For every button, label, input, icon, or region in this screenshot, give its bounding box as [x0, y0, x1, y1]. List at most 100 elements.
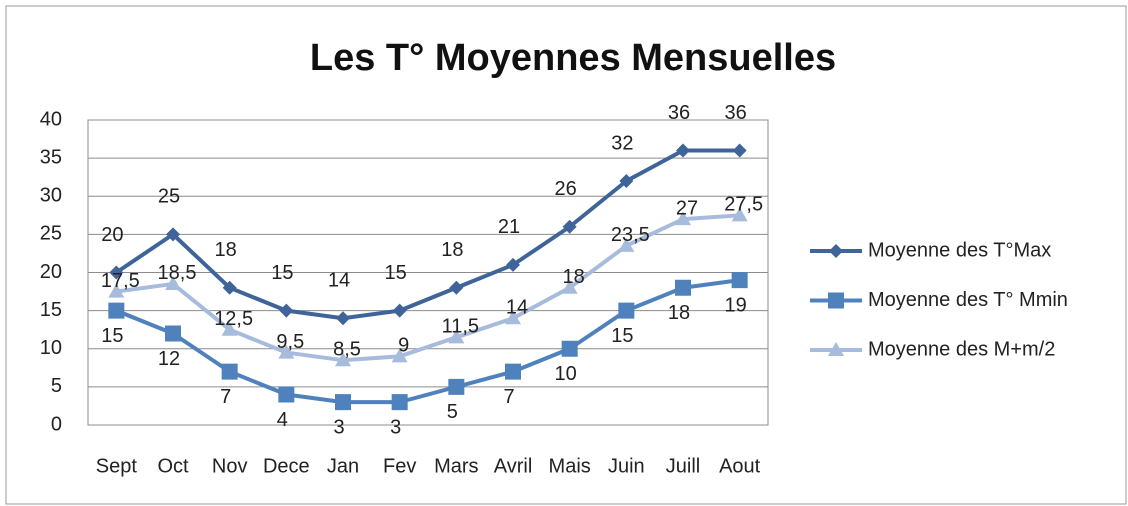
data-label: 3 [390, 416, 401, 438]
data-label: 7 [503, 386, 514, 408]
data-label: 4 [277, 409, 288, 431]
data-label: 23,5 [611, 224, 650, 246]
data-label: 9 [398, 335, 409, 357]
data-label: 18,5 [158, 262, 197, 284]
data-label: 26 [555, 178, 577, 200]
data-label: 36 [725, 102, 747, 124]
data-label: 27,5 [724, 194, 763, 216]
y-tick-label: 5 [51, 375, 62, 397]
marker [335, 352, 351, 367]
data-label: 18 [441, 239, 463, 261]
marker [505, 310, 521, 325]
y-tick-label: 15 [40, 299, 62, 321]
y-tick-label: 25 [40, 223, 62, 245]
marker [828, 342, 844, 356]
data-label: 27 [676, 197, 698, 219]
legend-label: Moyenne des T° Mmin [868, 289, 1068, 311]
series-line [116, 213, 740, 363]
marker [221, 363, 238, 380]
marker [731, 207, 748, 222]
data-label: 8,5 [333, 338, 361, 360]
x-tick-label: Juin [608, 455, 645, 477]
y-tick-label: 30 [40, 185, 62, 207]
marker [279, 303, 294, 318]
data-label: 15 [101, 325, 123, 347]
series-line [115, 278, 740, 405]
data-label: 12 [158, 348, 180, 370]
marker [618, 302, 635, 319]
data-label: 32 [611, 132, 633, 154]
marker [108, 283, 125, 298]
data-label: 18 [563, 266, 585, 288]
x-tick-label: Mais [549, 455, 591, 477]
plot-area [87, 119, 769, 426]
data-label: 36 [668, 102, 690, 124]
legend-label: Moyenne des T°Max [868, 239, 1051, 261]
data-label: 17,5 [101, 270, 140, 292]
data-label: 3 [333, 416, 344, 438]
marker [561, 340, 578, 357]
data-label: 7 [220, 386, 231, 408]
marker [109, 265, 124, 280]
chart-title: Les T° Moyennes Mensuelles [310, 37, 836, 79]
marker [506, 257, 520, 272]
x-tick-label: Nov [212, 455, 248, 477]
marker [336, 311, 350, 326]
marker [675, 211, 691, 226]
series-line [115, 148, 740, 321]
marker [619, 174, 634, 188]
data-label: 10 [555, 363, 577, 385]
x-tick-label: Aout [719, 455, 761, 477]
data-label: 20 [101, 224, 123, 246]
marker [505, 363, 521, 380]
x-tick-label: Oct [157, 455, 189, 477]
x-tick-label: Juill [666, 455, 700, 477]
x-tick-label: Mars [434, 455, 478, 477]
y-tick-label: 40 [40, 108, 62, 130]
data-label: 14 [328, 270, 350, 292]
marker [278, 386, 295, 403]
marker [165, 325, 181, 342]
marker [222, 280, 237, 295]
data-label: 21 [498, 216, 520, 238]
marker [108, 302, 125, 319]
x-tick-label: Fev [383, 455, 416, 477]
data-label: 5 [447, 401, 458, 423]
x-tick-label: Dece [263, 455, 310, 477]
y-tick-label: 35 [40, 146, 62, 168]
x-tick-label: Avril [494, 455, 533, 477]
data-label: 14 [506, 297, 528, 319]
marker [165, 275, 181, 290]
marker [618, 237, 635, 252]
marker [278, 344, 295, 359]
marker [562, 219, 577, 234]
data-label: 18 [215, 239, 237, 261]
data-label: 15 [385, 262, 407, 284]
x-tick-label: Sept [96, 455, 138, 477]
marker [335, 394, 351, 411]
data-label: 12,5 [214, 308, 253, 330]
marker [448, 329, 465, 344]
data-label: 18 [668, 302, 690, 324]
marker [392, 303, 407, 318]
data-label: 25 [158, 186, 180, 208]
marker [561, 279, 578, 294]
marker [731, 272, 748, 289]
marker [391, 394, 408, 411]
marker [449, 280, 464, 295]
marker [676, 143, 690, 158]
data-label: 11,5 [442, 316, 479, 338]
data-label: 15 [271, 262, 293, 284]
data-label: 15 [611, 325, 633, 347]
y-tick-label: 10 [40, 337, 62, 359]
marker [166, 227, 180, 242]
x-tick-label: Jan [327, 455, 359, 477]
y-tick-label: 0 [51, 413, 62, 435]
marker [221, 321, 238, 336]
legend-label: Moyenne des M+m/2 [868, 338, 1055, 360]
marker [448, 378, 465, 395]
data-label: 9,5 [276, 331, 304, 353]
marker [829, 244, 843, 258]
marker [391, 348, 408, 363]
